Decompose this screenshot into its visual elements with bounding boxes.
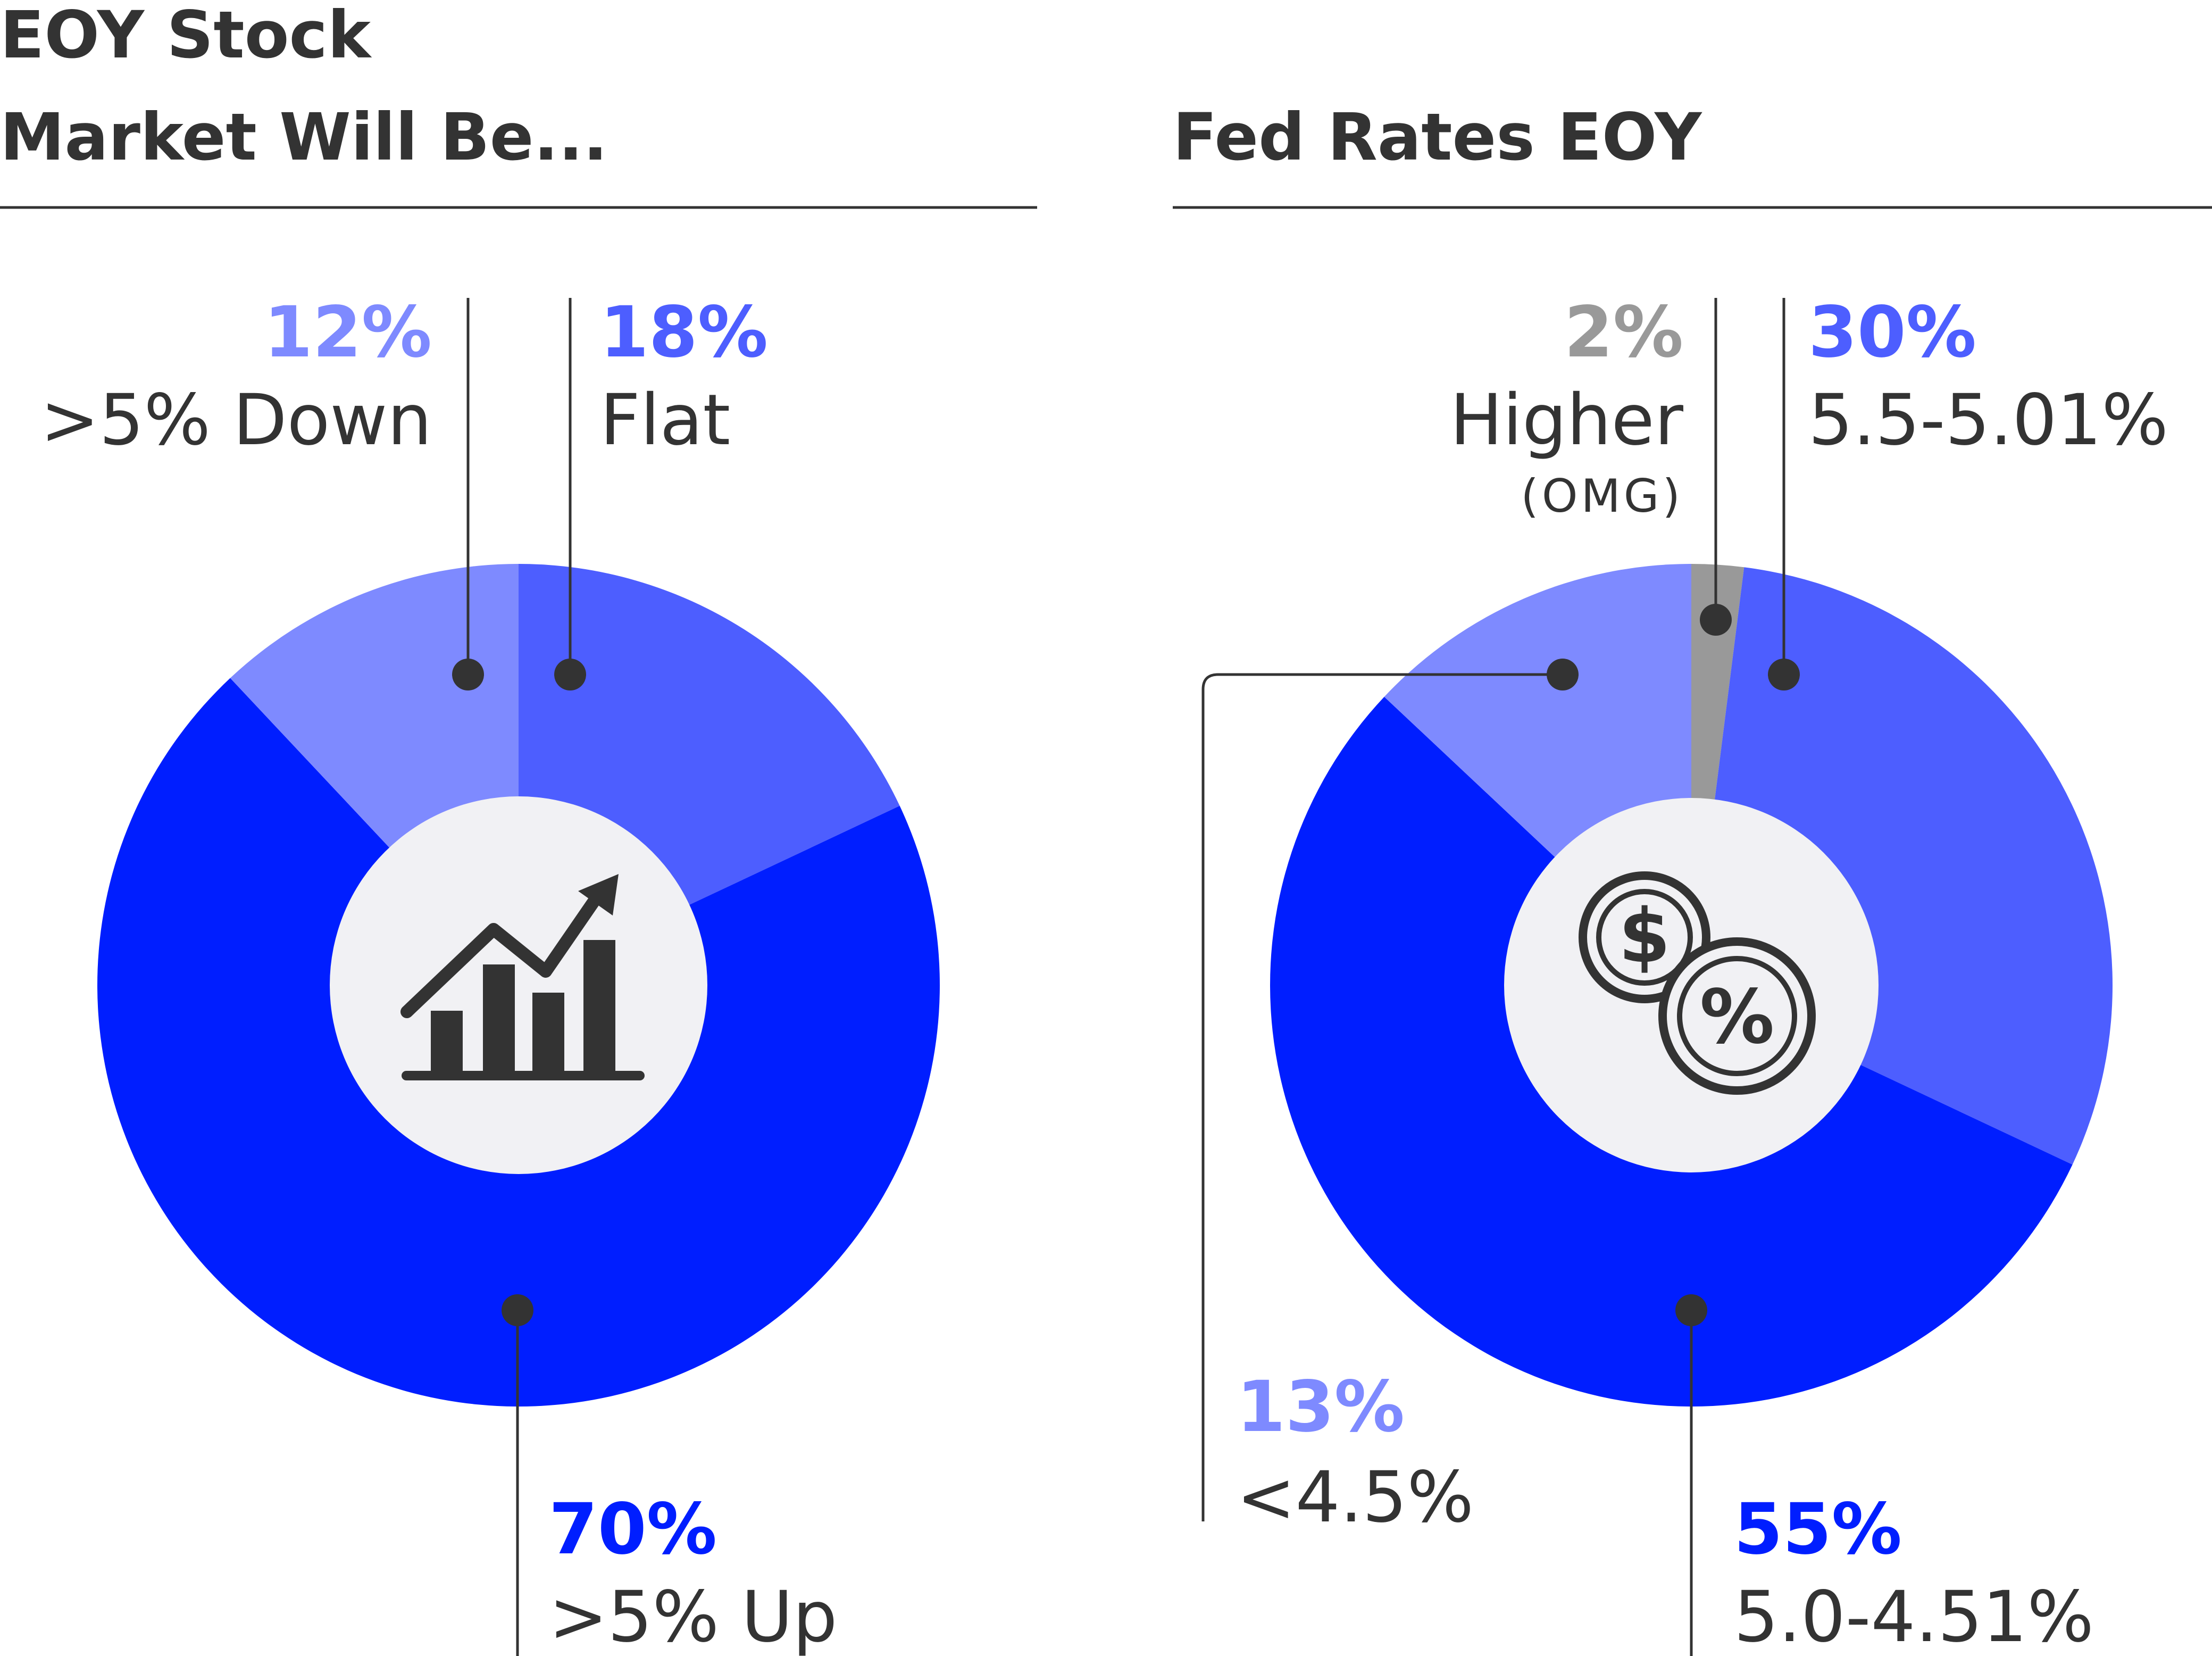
mid-range-percent-label: 55% xyxy=(1734,1488,1902,1570)
stock-chart-title-line-1: EOY Stock xyxy=(0,0,372,73)
high-range-category-label: 5.5-5.01% xyxy=(1808,379,2168,461)
low-category-label: <4.5% xyxy=(1237,1457,1474,1538)
higher-note-label: (OMG) xyxy=(1521,470,1683,523)
up-leader-dot xyxy=(502,1294,533,1326)
flat-leader-dot xyxy=(554,659,586,690)
high-range-leader-dot xyxy=(1768,659,1800,690)
svg-text:%: % xyxy=(1700,974,1774,1061)
high-range-percent-label: 30% xyxy=(1808,292,1976,373)
flat-category-label: Flat xyxy=(600,379,730,461)
mid-range-leader-dot xyxy=(1675,1294,1707,1326)
down-leader-dot xyxy=(452,659,484,690)
dollar-percent-coins-icon: $ % xyxy=(1579,871,1816,1095)
down-percent-label: 12% xyxy=(264,292,432,373)
low-leader-dot xyxy=(1547,659,1579,690)
fed-chart-title: Fed Rates EOY xyxy=(1173,99,1702,175)
low-leader-line xyxy=(1201,673,1563,1521)
up-percent-label: 70% xyxy=(549,1488,717,1570)
low-percent-label: 13% xyxy=(1237,1366,1405,1448)
higher-leader-dot xyxy=(1700,604,1732,636)
stock-center-disc xyxy=(330,796,707,1174)
bar-chart-growth-icon xyxy=(400,874,645,1080)
up-category-label: >5% Up xyxy=(549,1576,837,1656)
flat-percent-label: 18% xyxy=(600,292,768,373)
higher-percent-label: 2% xyxy=(1564,292,1683,373)
stock-chart-title-line-2: Market Will Be... xyxy=(0,99,608,175)
svg-text:$: $ xyxy=(1618,893,1670,980)
stock-market-chart: EOY Stock Market Will Be... 12% >5% Down… xyxy=(0,0,1037,1656)
down-category-label: >5% Down xyxy=(40,379,432,461)
higher-category-label: Higher xyxy=(1450,379,1684,461)
fed-rates-chart: Fed Rates EOY $ % 2% Higher (OMG) 30% 5.… xyxy=(1173,99,2212,1656)
mid-range-category-label: 5.0-4.51% xyxy=(1734,1576,2094,1656)
